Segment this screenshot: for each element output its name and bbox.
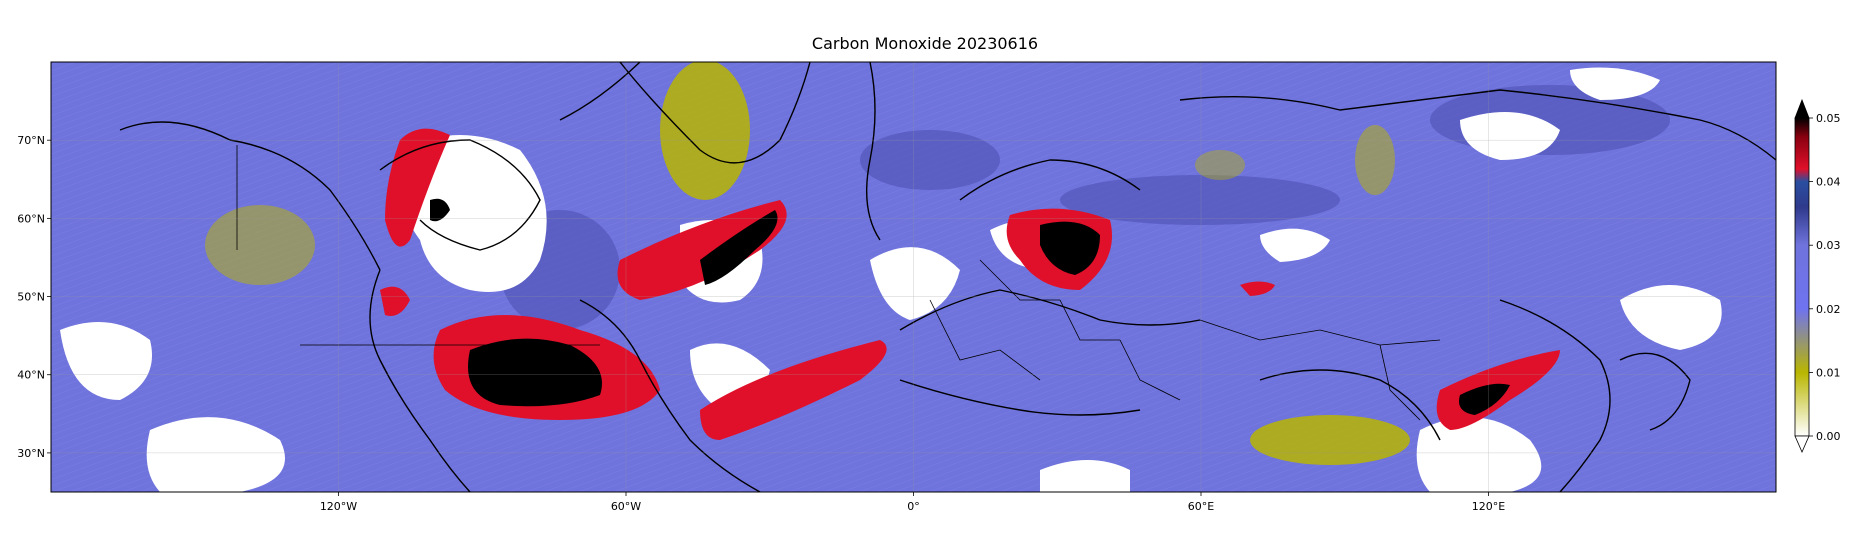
graticule (51, 62, 1776, 492)
colorbar-tick-label: 0.01 (1816, 366, 1841, 379)
lon-tick-label: 0° (907, 500, 920, 513)
colorbar-extend-max (1794, 98, 1810, 119)
colorbar-tick-label: 0.02 (1816, 303, 1841, 316)
map-field (51, 62, 1776, 492)
coastlines (119, 62, 1776, 492)
country-borders (236, 145, 1441, 421)
colorbar-ticks: 0.00 0.01 0.02 0.03 0.04 0.05 (1809, 112, 1841, 443)
colorbar-tick-label: 0.05 (1816, 112, 1841, 125)
lon-tick-label: 60°E (1188, 500, 1214, 513)
colorbar-extend-min (1794, 435, 1810, 453)
colorbar-tick-label: 0.04 (1816, 176, 1841, 189)
lat-tick-label: 50°N (17, 291, 45, 304)
lon-tick-label: 120°E (1472, 500, 1505, 513)
longitude-axis: 120°W 60°W 0° 60°E 120°E (320, 492, 1505, 513)
colorbar-tick-label: 0.00 (1816, 430, 1841, 443)
lat-tick-label: 30°N (17, 447, 45, 460)
colorbar-body (1794, 117, 1810, 437)
lat-tick-label: 60°N (17, 212, 45, 225)
lat-tick-label: 70°N (17, 134, 45, 147)
map-title: Carbon Monoxide 20230616 (811, 34, 1039, 53)
colorbar: 0.00 0.01 0.02 0.03 0.04 0.05 (1794, 98, 1841, 453)
lon-tick-label: 60°W (611, 500, 641, 513)
lat-tick-label: 40°N (17, 369, 45, 382)
co-low-regions (205, 62, 1410, 465)
latitude-axis: 30°N 40°N 50°N 60°N 70°N (17, 134, 51, 460)
co-extreme-cores (430, 198, 1510, 415)
lon-tick-label: 120°W (320, 500, 357, 513)
colorbar-tick-label: 0.03 (1816, 239, 1841, 252)
